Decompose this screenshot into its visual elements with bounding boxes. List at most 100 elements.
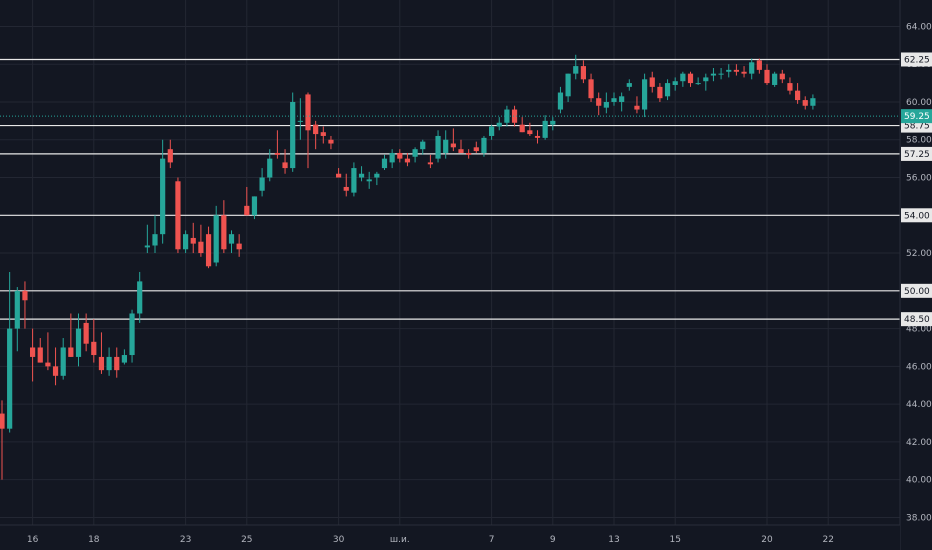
level-price-label: 54.00 (904, 211, 930, 221)
y-tick-label: 58.00 (906, 136, 932, 146)
candle-body (98, 356, 105, 371)
candle-body (114, 356, 120, 371)
candle-body (542, 120, 548, 138)
level-price-tag (901, 283, 932, 298)
candle-body (596, 98, 602, 106)
candle-body (680, 73, 686, 82)
candle-body (687, 73, 694, 84)
candle-body (443, 139, 449, 153)
candle-body (68, 347, 74, 357)
candle-body (481, 137, 487, 153)
level-price-tag (901, 146, 932, 161)
candle-body (458, 149, 464, 153)
current-price-label: 59.25 (904, 112, 930, 122)
y-tick-label: 46.00 (906, 362, 932, 372)
level-price-label: 62.25 (904, 55, 930, 65)
candle-body (282, 162, 288, 169)
y-tick-label: 64.00 (906, 22, 932, 32)
candle-body (550, 120, 556, 125)
candle-body (404, 158, 411, 163)
candle-body (626, 83, 632, 87)
current-price-tag (901, 109, 932, 124)
candle-body (190, 237, 196, 244)
x-tick-label: ш.и. (390, 535, 410, 545)
candle-body (772, 73, 778, 85)
candle-body (381, 158, 388, 169)
candle-body (810, 98, 816, 106)
level-price-label: 57.25 (904, 150, 930, 160)
y-tick-label: 38.00 (906, 513, 932, 523)
candle-body (144, 245, 150, 248)
candle-body (183, 234, 189, 250)
candle-body (496, 122, 502, 127)
candle-body (167, 149, 173, 163)
candle-body (91, 341, 97, 356)
level-price-tag (901, 312, 932, 327)
candle-body (358, 173, 365, 178)
candle-body (106, 356, 112, 371)
candle-body (756, 60, 762, 70)
candle-body (351, 168, 357, 193)
candle-body (420, 141, 426, 150)
candle-body (22, 290, 28, 301)
candle-body (228, 234, 235, 244)
candle-body (588, 79, 594, 99)
horizontal-levels (0, 58, 900, 320)
candle-body (718, 73, 724, 75)
candle-body (290, 101, 296, 169)
candle-body (236, 243, 242, 250)
candle-body (374, 173, 380, 178)
candle-body (435, 135, 441, 159)
candle-body (703, 77, 709, 82)
x-tick-label: 7 (489, 535, 495, 545)
y-tick-label: 40.00 (906, 476, 932, 486)
x-tick-label: 25 (241, 535, 252, 545)
candle-body (30, 347, 36, 357)
candle-body (657, 86, 663, 99)
x-tick-label: 23 (180, 535, 191, 545)
candle-body (129, 313, 135, 356)
candle-body (213, 215, 219, 263)
price-axis-background (900, 0, 932, 550)
candle-body (75, 328, 82, 357)
candles (0, 54, 816, 480)
candle-body (603, 101, 609, 108)
candle-body (320, 132, 326, 136)
level-price-tag (901, 52, 932, 67)
candle-body (504, 109, 510, 123)
x-tick-label: 18 (88, 535, 100, 545)
candle-body (389, 152, 395, 163)
level-price-tag (901, 208, 932, 223)
y-tick-label: 44.00 (906, 400, 932, 410)
candle-body (511, 109, 518, 123)
candle-body (466, 152, 472, 155)
candle-body (726, 69, 732, 72)
candle-body (14, 290, 20, 329)
candle-body (695, 83, 701, 85)
candle-body (795, 90, 801, 101)
candle-body (672, 81, 678, 85)
candle-body (244, 205, 250, 216)
candle-body (205, 234, 212, 267)
candle-body (489, 126, 495, 136)
x-tick-label: 30 (333, 535, 345, 545)
candle-body (343, 186, 349, 191)
candle-body (664, 83, 671, 97)
x-tick-label: 16 (27, 535, 39, 545)
candle-body (152, 234, 158, 246)
candle-body (557, 92, 564, 110)
candle-body (412, 149, 418, 157)
candle-body (366, 179, 372, 182)
x-tick-label: 9 (550, 535, 556, 545)
candle-body (527, 130, 533, 135)
y-tick-label: 56.00 (906, 174, 932, 184)
candle-body (251, 196, 258, 216)
candle-body (137, 281, 143, 314)
level-price-label: 58.75 (904, 122, 930, 132)
candle-body (580, 66, 586, 80)
candle-body (519, 124, 525, 133)
candle-body (611, 98, 617, 102)
candle-body (573, 66, 579, 74)
